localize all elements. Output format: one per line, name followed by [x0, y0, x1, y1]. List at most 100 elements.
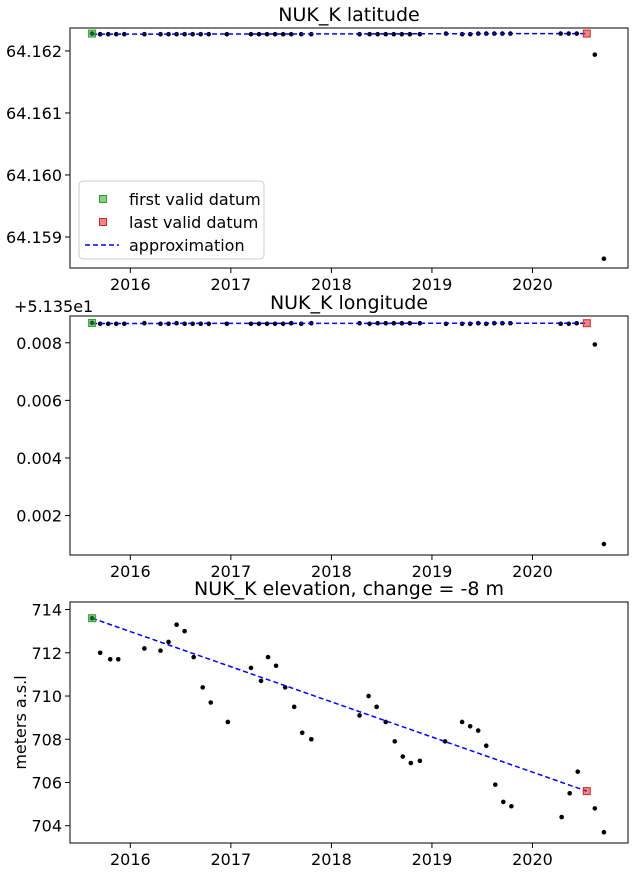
data-point [383, 320, 388, 326]
data-point [592, 342, 598, 347]
data-point [417, 758, 423, 764]
data-point [225, 719, 231, 725]
first-valid-datum-marker [88, 29, 97, 38]
x-tick-label: 2016 [110, 275, 151, 294]
x-tick-label: 2020 [512, 850, 553, 869]
chart-title: NUK_K elevation, change = -8 m [194, 578, 504, 600]
data-point [391, 31, 397, 37]
x-tick-label: 2017 [211, 275, 252, 294]
x-tick-label: 2018 [311, 275, 352, 294]
data-point [280, 31, 286, 37]
data-point [592, 52, 598, 57]
x-tick-label: 2017 [211, 850, 252, 869]
y-tick-label: 0.006 [16, 391, 62, 410]
x-tick-label: 2020 [512, 562, 553, 581]
data-point [166, 639, 171, 645]
data-point [264, 321, 270, 327]
data-point [483, 743, 489, 749]
y-tick-label: 64.160 [6, 166, 62, 185]
y-tick-label: 64.162 [6, 42, 62, 61]
data-point [501, 799, 506, 805]
data-point [459, 719, 465, 725]
data-point [97, 650, 103, 656]
data-point [248, 321, 254, 327]
x-tick-label: 2018 [311, 850, 352, 869]
data-point [400, 754, 406, 759]
data-point [248, 665, 254, 671]
data-point [375, 320, 380, 326]
data-point [383, 31, 388, 37]
approximation-line [91, 617, 588, 792]
panel-3: NUK_K elevation, change = -8 m 2016 2017 20… [11, 578, 629, 869]
x-tick-label: 2017 [211, 562, 252, 581]
data-point [407, 31, 413, 37]
legend: first valid datum last valid datum approxi… [78, 180, 265, 260]
x-tick-label: 2016 [110, 850, 151, 869]
data-point [200, 685, 206, 690]
data-point [224, 321, 230, 327]
data-point [442, 739, 448, 744]
plot-frame [69, 315, 629, 556]
x-tick-label: 2020 [512, 275, 553, 294]
data-point [475, 728, 481, 733]
x-tick-label: 2019 [412, 562, 453, 581]
last-valid-datum-marker [582, 787, 591, 796]
y-tick-label: 0.002 [16, 507, 62, 526]
data-point [299, 730, 305, 736]
data-point [407, 320, 413, 326]
data-point [272, 321, 278, 327]
x-tick-label: 2019 [412, 850, 453, 869]
y-tick-label: 0.008 [16, 334, 62, 353]
data-point [567, 790, 572, 796]
data-point [601, 829, 607, 835]
data-point [107, 656, 113, 662]
first-valid-datum-marker [88, 614, 97, 623]
data-point [288, 320, 294, 326]
data-point [115, 656, 121, 662]
data-point [575, 769, 581, 774]
chart-title: NUK_K latitude [278, 4, 419, 26]
data-point [272, 31, 278, 37]
legend-label: approximation [129, 236, 245, 255]
legend-label: last valid datum [129, 213, 258, 232]
data-point [256, 31, 262, 37]
last-valid-datum-marker [582, 29, 591, 38]
y-tick-label: 704 [31, 817, 62, 836]
data-point [592, 806, 598, 811]
y-tick-label: 64.159 [6, 228, 62, 247]
legend-marker-swatch [99, 218, 107, 226]
data-point [158, 648, 163, 653]
panel-2: NUK_K longitude 2016 2017 2018 2019 2020 0.002… [14, 292, 629, 581]
data-point [265, 654, 271, 660]
panel-1: NUK_K latitude 2016 2017 2018 2019 2020 64.159… [6, 4, 629, 294]
data-point [559, 814, 564, 820]
data-point [288, 31, 294, 37]
last-valid-datum-marker [582, 319, 591, 328]
y-tick-label: 714 [31, 601, 62, 620]
data-point [273, 663, 279, 669]
data-point [191, 654, 196, 660]
plot-frame [69, 601, 629, 844]
y-tick-label: 64.161 [6, 104, 62, 123]
y-tick-label: 712 [31, 644, 62, 663]
data-point [492, 782, 498, 787]
data-point [258, 678, 264, 684]
y-tick-label: 710 [31, 687, 62, 706]
approximation-line [92, 32, 587, 35]
data-point [367, 31, 372, 37]
data-point [374, 704, 379, 710]
data-point [282, 685, 288, 690]
data-point [601, 541, 607, 547]
data-point [509, 803, 514, 809]
data-point [291, 704, 297, 710]
data-point [399, 320, 405, 326]
y-axis-label: meters a.s.l [11, 675, 30, 769]
legend-marker-swatch [99, 195, 107, 203]
y-tick-label: 706 [31, 773, 62, 792]
y-tick-label: 0.004 [16, 449, 62, 468]
data-point [208, 700, 214, 705]
data-point [408, 760, 414, 766]
data-point [399, 31, 405, 37]
x-tick-label: 2016 [110, 562, 151, 581]
